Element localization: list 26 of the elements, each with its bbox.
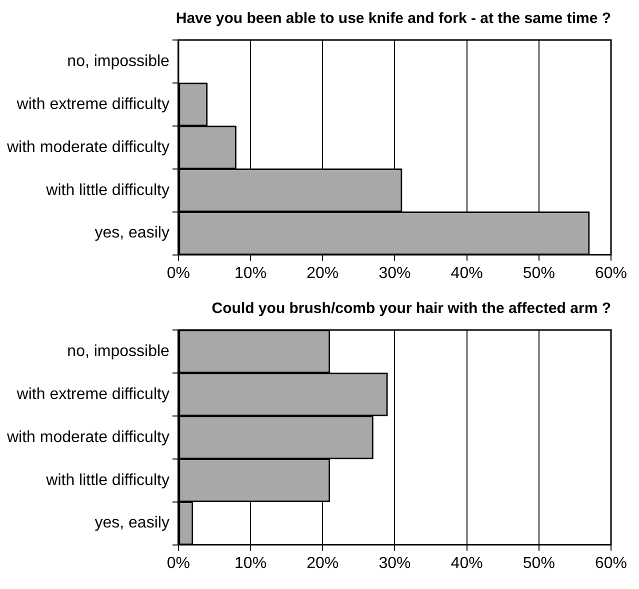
x-tick-label: 30% — [378, 264, 411, 282]
x-tick-label: 60% — [594, 554, 628, 572]
x-tick-label: 0% — [166, 554, 190, 572]
y-tick-label: with extreme difficulty — [16, 96, 170, 113]
chart-title: Have you been able to use knife and fork - at the same time ? — [176, 10, 611, 28]
x-tick-label: 30% — [378, 554, 411, 572]
y-tick-label: with extreme difficulty — [16, 386, 170, 403]
y-tick-label: no, impossible — [67, 342, 170, 360]
y-tick-label: with moderate difficulty — [6, 428, 170, 446]
y-tick-label: yes, easily — [94, 224, 170, 242]
y-tick-label: with little difficulty — [45, 182, 170, 199]
x-tick-label: 40% — [450, 554, 483, 572]
x-tick-label: 60% — [594, 264, 628, 282]
x-tick-label: 50% — [522, 264, 555, 282]
y-tick-label: with little difficulty — [45, 472, 170, 489]
chart-title: Could you brush/comb your hair with the affected arm ? — [212, 300, 611, 318]
y-tick-label: yes, easily — [94, 514, 170, 532]
y-tick-label: no, impossible — [67, 52, 170, 70]
y-tick-label: with moderate difficulty — [6, 138, 170, 156]
x-tick-label: 0% — [166, 264, 190, 282]
x-tick-label: 10% — [234, 554, 267, 572]
x-tick-label: 20% — [306, 554, 339, 572]
x-tick-label: 40% — [450, 264, 483, 282]
x-tick-label: 10% — [234, 264, 267, 282]
x-tick-label: 20% — [306, 264, 339, 282]
x-tick-label: 50% — [522, 554, 555, 572]
